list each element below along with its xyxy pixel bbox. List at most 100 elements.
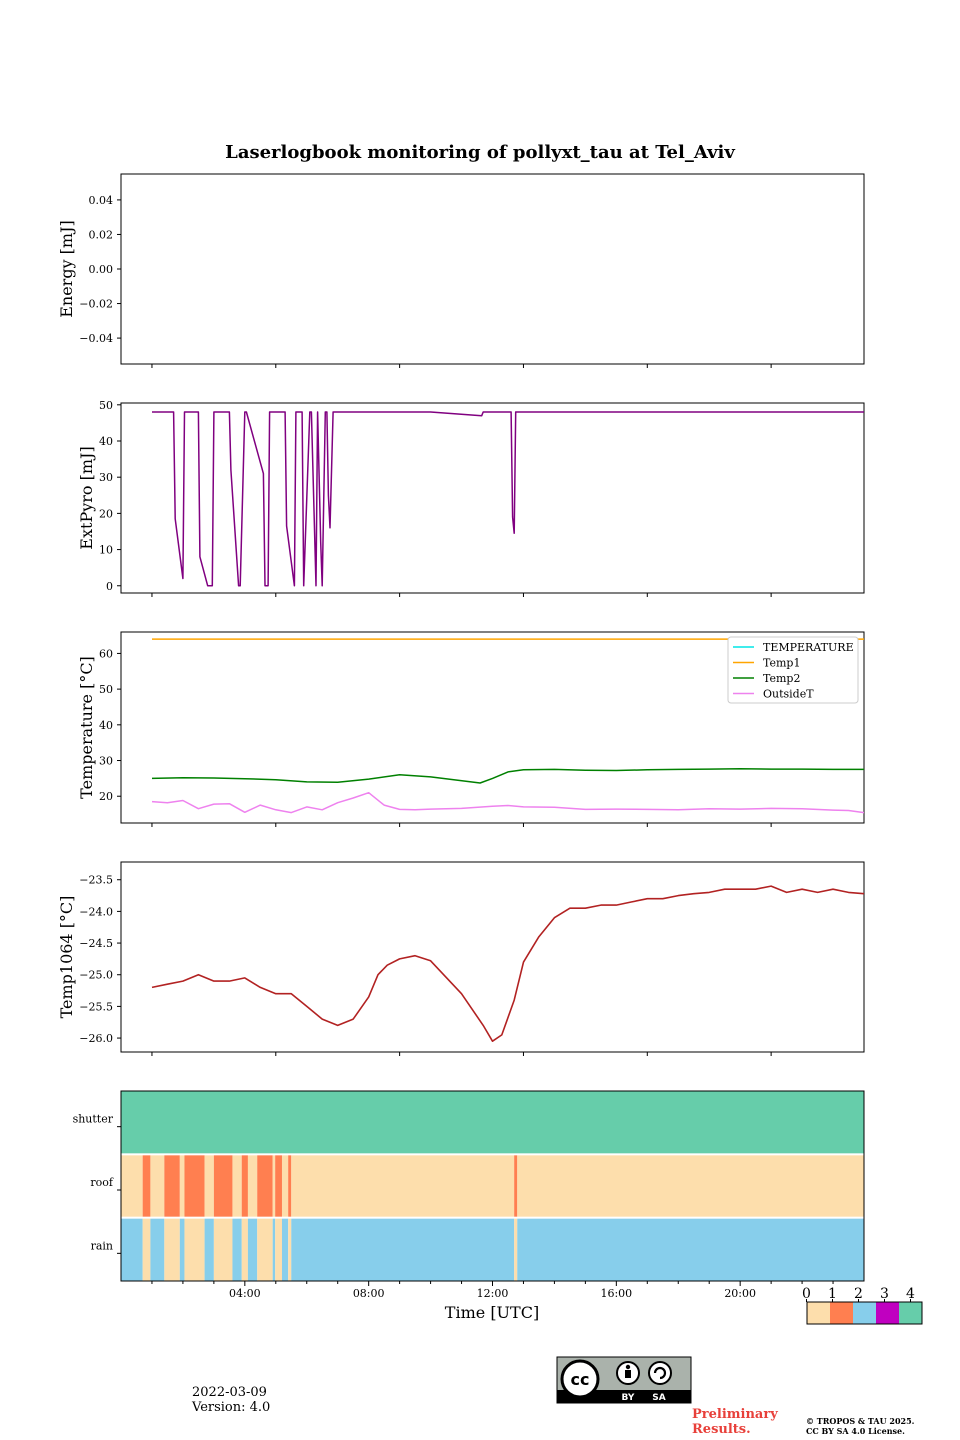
colorbar-label-2: 2 bbox=[854, 1286, 863, 1302]
status-cell-roof bbox=[121, 1155, 143, 1217]
x-axis-label: Time [UTC] bbox=[445, 1303, 539, 1322]
colorbar-label-4: 4 bbox=[906, 1286, 915, 1302]
status-cell-rain bbox=[272, 1218, 276, 1281]
y-axis-label: Temperature [°C] bbox=[77, 656, 96, 799]
y-tick-label: 40 bbox=[99, 435, 113, 448]
y-tick-label: 20 bbox=[99, 507, 113, 520]
status-cell-rain bbox=[213, 1218, 233, 1281]
status-cell-rain bbox=[288, 1218, 292, 1281]
legend-label-temp2: Temp2 bbox=[763, 672, 800, 685]
y-tick-label: −25.0 bbox=[79, 969, 113, 982]
footer-version: Version: 4.0 bbox=[191, 1400, 270, 1415]
status-cell-shutter bbox=[121, 1091, 864, 1154]
cc-badge-text: cc bbox=[571, 1370, 590, 1389]
panel-1: 0.04 0.02 0.00 −0.02 −0.04 Energy [mJ] bbox=[57, 173, 865, 368]
status-cell-roof bbox=[288, 1155, 292, 1217]
status-cell-rain bbox=[291, 1218, 515, 1281]
status-cell-rain bbox=[257, 1218, 273, 1281]
y-tick-label: −24.0 bbox=[79, 905, 113, 918]
legend-label-temp1: Temp1 bbox=[763, 657, 800, 670]
status-cell-roof bbox=[517, 1155, 864, 1217]
status-cell-rain bbox=[281, 1218, 289, 1281]
sa-badge-text: SA bbox=[652, 1393, 665, 1403]
y-tick-label: 0.02 bbox=[89, 228, 114, 241]
y-tick-label: −26.0 bbox=[79, 1032, 113, 1045]
footer-date: 2022-03-09 bbox=[192, 1385, 267, 1400]
y-tick-label: 50 bbox=[99, 683, 113, 696]
status-cell-rain bbox=[275, 1218, 282, 1281]
status-cell-rain bbox=[517, 1218, 864, 1281]
colorbar-label-3: 3 bbox=[880, 1286, 889, 1302]
legend-label-temperature: TEMPERATURE bbox=[763, 641, 854, 654]
y-axis-label: Energy [mJ] bbox=[57, 220, 76, 318]
status-cell-roof bbox=[150, 1155, 165, 1217]
status-cell-rain bbox=[232, 1218, 242, 1281]
status-cell-roof bbox=[184, 1155, 205, 1217]
y-tick-label: 30 bbox=[99, 755, 113, 768]
row-label-roof: roof bbox=[90, 1176, 114, 1189]
legend: TEMPERATURE Temp1 Temp2 OutsideT bbox=[727, 636, 859, 704]
colorbar-swatch-1 bbox=[830, 1302, 854, 1324]
status-cell-roof bbox=[232, 1155, 242, 1217]
y-tick-label: 0 bbox=[106, 580, 113, 593]
status-cell-rain bbox=[121, 1218, 143, 1281]
status-cell-rain bbox=[184, 1218, 205, 1281]
status-cell-rain bbox=[142, 1218, 151, 1281]
colorbar-frame bbox=[806, 1301, 923, 1325]
status-cell-rain bbox=[514, 1218, 518, 1281]
status-cell-roof bbox=[179, 1155, 185, 1217]
status-cell-rain bbox=[164, 1218, 180, 1281]
by-badge-text: BY bbox=[622, 1393, 635, 1403]
status-cell-rain bbox=[247, 1218, 258, 1281]
colorbar-label-1: 1 bbox=[828, 1286, 837, 1302]
colorbar-label-0: 0 bbox=[802, 1286, 811, 1302]
copyright-line-1: © TROPOS & TAU 2025. bbox=[806, 1416, 915, 1426]
series-line-outsidet bbox=[151, 791, 865, 814]
chart-title: Laserlogbook monitoring of pollyxt_tau a… bbox=[225, 142, 735, 163]
status-cell-roof bbox=[213, 1155, 233, 1217]
y-tick-label: 20 bbox=[99, 790, 113, 803]
status-cell-roof bbox=[241, 1155, 248, 1217]
y-tick-label: 40 bbox=[99, 719, 113, 732]
y-tick-label: 60 bbox=[99, 647, 113, 660]
colorbar-swatch-2 bbox=[853, 1302, 877, 1324]
row-label-shutter: shutter bbox=[73, 1113, 114, 1126]
cc-by-sa-icon: cc BY SA bbox=[556, 1356, 692, 1404]
status-panel: shutter roof rain 04:00 08:00 12:00 16:00 20:00… bbox=[73, 1090, 865, 1322]
x-tick-label: 20:00 bbox=[724, 1287, 756, 1300]
status-cell-rain bbox=[179, 1218, 185, 1281]
y-tick-label: −25.5 bbox=[79, 1000, 113, 1013]
status-cell-roof bbox=[272, 1155, 276, 1217]
series-line-1 bbox=[151, 885, 865, 1042]
status-cell-roof bbox=[275, 1155, 282, 1217]
y-tick-label: 50 bbox=[99, 399, 113, 412]
plot-frame bbox=[120, 861, 865, 1053]
colorbar-swatch-3 bbox=[876, 1302, 900, 1324]
status-cell-roof bbox=[281, 1155, 289, 1217]
x-tick-label: 08:00 bbox=[353, 1287, 385, 1300]
x-tick-label: 16:00 bbox=[600, 1287, 632, 1300]
y-tick-label: 10 bbox=[99, 544, 113, 557]
panels: 0.04 0.02 0.00 −0.02 −0.04 Energy [mJ] 50 40 30 2… bbox=[57, 173, 865, 1056]
status-cell-roof bbox=[164, 1155, 180, 1217]
status-cell-rain bbox=[204, 1218, 214, 1281]
y-tick-label: 30 bbox=[99, 471, 113, 484]
y-tick-label: 0.04 bbox=[89, 194, 114, 207]
y-tick-label: 0.00 bbox=[89, 263, 114, 276]
preliminary-line-2: Results. bbox=[692, 1422, 751, 1437]
status-colorbar: 0 1 2 3 4 bbox=[802, 1286, 923, 1325]
status-cell-rain bbox=[241, 1218, 248, 1281]
panel-2: 50 40 30 20 10 0 ExtPyro [mJ] bbox=[77, 399, 865, 597]
status-cell-roof bbox=[257, 1155, 273, 1217]
series-line-1 bbox=[152, 411, 864, 587]
status-cell-roof bbox=[514, 1155, 518, 1217]
x-tick-label: 12:00 bbox=[477, 1287, 509, 1300]
y-tick-label: −23.5 bbox=[79, 874, 113, 887]
series-line-temp2 bbox=[151, 767, 864, 784]
status-cell-rain bbox=[150, 1218, 165, 1281]
y-axis-label: Temp1064 [°C] bbox=[57, 896, 76, 1019]
status-cell-roof bbox=[142, 1155, 151, 1217]
